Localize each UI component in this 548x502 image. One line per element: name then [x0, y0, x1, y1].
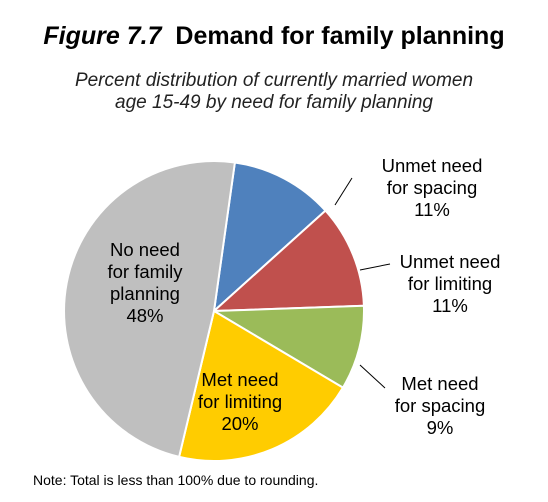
leader-line	[334, 177, 353, 206]
leader-line	[359, 263, 391, 271]
slice-label-line: No need	[110, 239, 180, 260]
figure-title: Figure 7.7 Demand for family planning	[0, 22, 548, 51]
slice-value-label: 11%	[432, 295, 468, 316]
slice-label-line: Unmet need	[400, 251, 501, 272]
pie-slice	[177, 309, 345, 462]
slice-label-line: for family	[107, 261, 183, 282]
slice-label-line: for limiting	[408, 273, 492, 294]
slice-label: Unmet need for limiting 11%	[400, 251, 501, 316]
figure-title-text: Demand for family planning	[175, 22, 505, 50]
slice-value-label: 11%	[414, 199, 450, 220]
slice-label-line: Met need	[201, 369, 278, 390]
pie-slice	[212, 161, 327, 314]
slice-label-line: for limiting	[198, 391, 282, 412]
slice-value-label: 9%	[427, 417, 454, 438]
pie-slice	[211, 209, 365, 313]
slice-label: Met need for limiting 20%	[198, 369, 282, 434]
slice-label-line: for spacing	[395, 395, 486, 416]
leader-line	[359, 364, 386, 389]
chart-subtitle: Percent distribution of currently marrie…	[74, 70, 474, 113]
slice-label: Met need for spacing 9%	[395, 373, 486, 438]
slice-label-line: planning	[110, 283, 180, 304]
slice-label-line: Unmet need	[382, 155, 483, 176]
slice-label-line: for spacing	[387, 177, 478, 198]
slice-label-line: Met need	[401, 373, 478, 394]
slice-value-label: 48%	[126, 305, 163, 326]
figure-note: Note: Total is less than 100% due to rou…	[33, 472, 319, 488]
slice-label: Unmet need for spacing 11%	[382, 155, 483, 220]
slice-value-label: 20%	[221, 413, 258, 434]
slice-label: No need for family planning 48%	[107, 239, 183, 326]
figure-number: Figure 7.7	[43, 22, 162, 50]
pie-slice	[63, 160, 237, 459]
pie-slice	[210, 304, 365, 390]
